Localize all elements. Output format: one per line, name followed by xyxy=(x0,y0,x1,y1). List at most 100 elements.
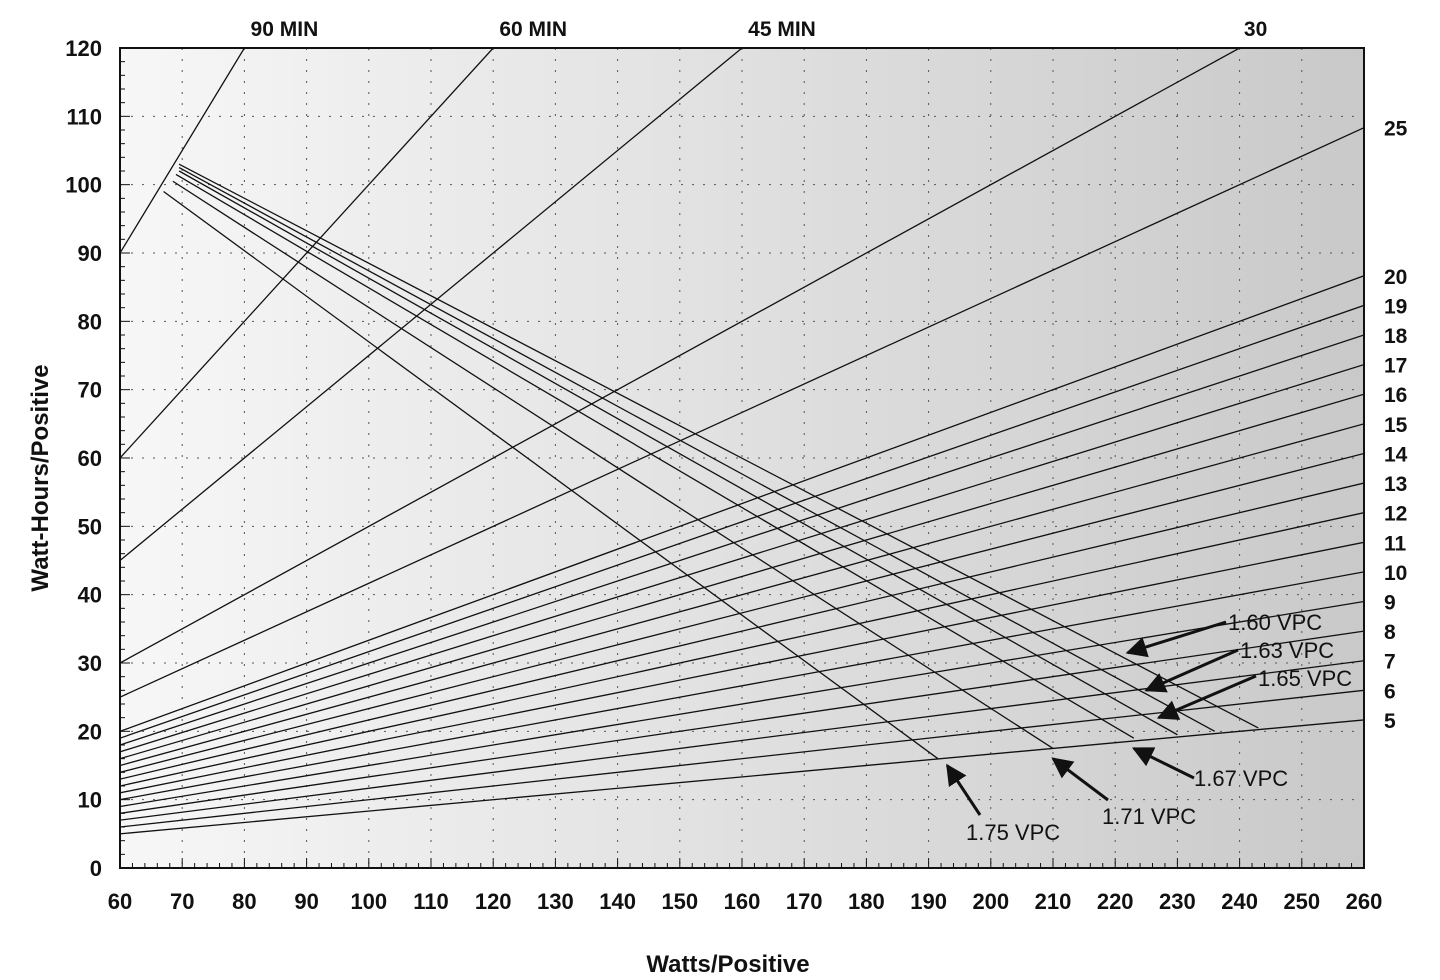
x-tick-label: 110 xyxy=(413,889,449,914)
runtime-line xyxy=(120,630,1364,814)
y-tick-label: 90 xyxy=(78,241,102,266)
runtime-label: 30 xyxy=(1244,18,1267,41)
runtime-label: 17 xyxy=(1384,355,1407,378)
vpc-annotation-label: 1.75 VPC xyxy=(966,820,1060,845)
y-tick-label: 100 xyxy=(65,173,102,198)
y-tick-label: 30 xyxy=(78,651,102,676)
runtime-label: 90 MIN xyxy=(251,18,319,41)
runtime-label: 5 xyxy=(1384,710,1396,733)
runtime-label: 60 MIN xyxy=(499,18,567,41)
x-tick-label: 70 xyxy=(170,889,194,914)
runtime-line xyxy=(120,48,245,254)
runtime-line xyxy=(120,600,1364,808)
vpc-curve xyxy=(178,163,1259,729)
vpc-curve xyxy=(163,190,939,760)
runtime-label: 13 xyxy=(1384,473,1407,496)
runtime-line xyxy=(120,482,1364,780)
x-tick-label: 120 xyxy=(475,889,512,914)
x-tick-label: 60 xyxy=(108,889,132,914)
y-axis-title: Watt-Hours/Positive xyxy=(27,364,54,591)
runtime-line xyxy=(120,541,1364,794)
x-tick-label: 180 xyxy=(848,889,885,914)
x-tick-label: 200 xyxy=(972,889,1009,914)
x-tick-label: 260 xyxy=(1346,889,1383,914)
runtime-label: 7 xyxy=(1384,651,1396,674)
runtime-line xyxy=(120,393,1364,760)
runtime-label: 9 xyxy=(1384,592,1396,615)
y-tick-label: 0 xyxy=(90,856,102,881)
runtime-line xyxy=(120,363,1364,753)
runtime-label: 20 xyxy=(1384,266,1407,289)
runtime-line xyxy=(120,571,1364,801)
vpc-arrow xyxy=(1131,747,1195,780)
y-tick-label: 40 xyxy=(78,583,102,608)
runtime-label: 45 MIN xyxy=(748,18,816,41)
runtime-label: 6 xyxy=(1384,680,1396,703)
y-tick-label: 80 xyxy=(78,309,102,334)
x-tick-label: 170 xyxy=(786,889,823,914)
runtime-label: 11 xyxy=(1384,532,1407,555)
runtime-line xyxy=(120,452,1364,773)
vpc-annotation-label: 1.65 VPC xyxy=(1258,666,1352,691)
vpc-arrow xyxy=(1051,757,1109,802)
vpc-arrow xyxy=(1156,674,1257,720)
runtime-label: 25 xyxy=(1384,118,1408,141)
vpc-annotations: 1.60 VPC 1.63 VPC 1.65 VPC 1.67 VPC 1.71 VPC… xyxy=(946,610,1352,845)
runtime-label: 15 xyxy=(1384,414,1408,437)
x-tick-label: 100 xyxy=(350,889,387,914)
runtime-labels: 90 MIN 60 MIN 45 MIN 30 25 20 19 18 17 16 15 14 13 12… xyxy=(251,18,1408,733)
y-tick-label: 60 xyxy=(78,446,102,471)
y-tick-label: 70 xyxy=(78,378,102,403)
y-tick-label: 110 xyxy=(67,104,103,129)
x-axis-ticks: 60 70 80 90 100 110 120 130 140 150 160 170 180 190 20… xyxy=(108,889,1383,914)
x-tick-label: 140 xyxy=(599,889,636,914)
x-tick-label: 220 xyxy=(1097,889,1134,914)
runtime-line xyxy=(120,423,1364,767)
runtime-line xyxy=(120,689,1364,828)
runtime-line xyxy=(120,304,1364,739)
x-tick-label: 160 xyxy=(724,889,761,914)
runtime-line xyxy=(120,48,494,459)
runtime-lines xyxy=(120,48,1364,835)
x-tick-label: 230 xyxy=(1159,889,1196,914)
x-tick-label: 90 xyxy=(294,889,318,914)
y-tick-label: 20 xyxy=(78,719,102,744)
vpc-annotation-label: 1.71 VPC xyxy=(1102,804,1196,829)
runtime-line xyxy=(120,719,1364,835)
runtime-label: 10 xyxy=(1384,562,1407,585)
runtime-label: 19 xyxy=(1384,295,1407,318)
x-axis-title: Watts/Positive xyxy=(646,951,809,978)
runtime-label: 16 xyxy=(1384,384,1407,407)
x-tick-label: 250 xyxy=(1283,889,1320,914)
vpc-curve xyxy=(178,170,1178,736)
runtime-line xyxy=(120,48,1240,664)
vpc-arrow xyxy=(946,763,982,816)
x-tick-label: 150 xyxy=(661,889,698,914)
runtime-line xyxy=(120,334,1364,746)
x-tick-label: 190 xyxy=(910,889,947,914)
x-tick-label: 80 xyxy=(232,889,256,914)
runtime-label: 12 xyxy=(1384,503,1407,526)
runtime-label: 18 xyxy=(1384,325,1408,348)
vpc-annotation-label: 1.60 VPC xyxy=(1228,610,1322,635)
runtime-label: 14 xyxy=(1384,443,1408,466)
runtime-label: 8 xyxy=(1384,621,1396,644)
x-tick-label: 210 xyxy=(1035,889,1072,914)
y-tick-label: 50 xyxy=(78,514,102,539)
axis-minor-ticks xyxy=(119,47,1365,869)
y-tick-label: 10 xyxy=(78,788,102,813)
vpc-curve xyxy=(172,180,1054,749)
vpc-curve xyxy=(178,167,1216,732)
x-tick-label: 130 xyxy=(537,889,574,914)
runtime-line xyxy=(120,127,1364,698)
x-tick-label: 240 xyxy=(1221,889,1258,914)
runtime-line xyxy=(120,512,1364,787)
vpc-arrow xyxy=(1144,648,1239,693)
y-axis-ticks: 0 10 20 30 40 50 60 70 80 90 100 110 120 xyxy=(65,36,102,881)
runtime-line xyxy=(120,275,1364,732)
vpc-curves xyxy=(163,163,1259,760)
vpc-curve xyxy=(175,173,1135,739)
y-tick-label: 120 xyxy=(65,36,102,61)
vpc-arrow xyxy=(1125,620,1227,658)
